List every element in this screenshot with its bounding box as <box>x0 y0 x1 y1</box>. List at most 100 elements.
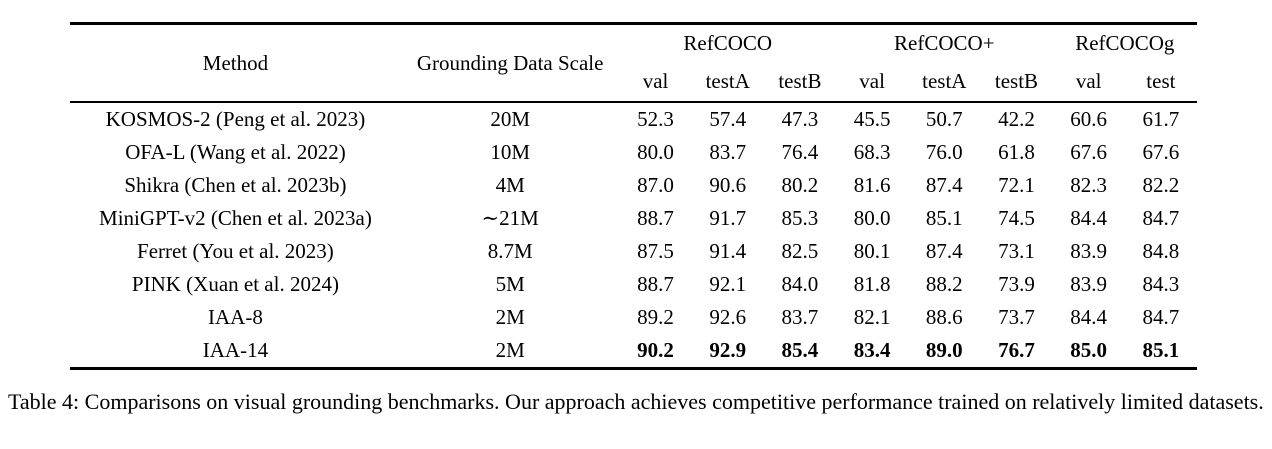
method-cell: IAA-8 <box>208 305 263 329</box>
value-cell: 67.6 <box>1142 140 1180 164</box>
value-cell: 73.9 <box>998 272 1035 296</box>
value-cell: 42.2 <box>998 107 1035 131</box>
scale-cell: 4M <box>495 173 525 197</box>
benchmark-table-wrap: Method Grounding Data Scale RefCOCO RefC… <box>70 22 1197 370</box>
value-cell: 87.4 <box>925 239 963 263</box>
value-cell: 72.1 <box>998 173 1035 197</box>
table-row: MiniGPT-v2 (Chen et al. 2023a) ∼21M 88.7 91… <box>70 202 1197 235</box>
subcolumn-header: testB <box>778 68 822 93</box>
method-cell: KOSMOS-2 (Peng et al. 2023) <box>105 107 366 131</box>
value-cell: 88.2 <box>925 272 963 296</box>
subcolumn-header: val <box>859 68 885 93</box>
value-cell: 76.0 <box>925 140 963 164</box>
group-header-refcoco: RefCOCO <box>683 30 773 55</box>
value-cell: 84.4 <box>1070 206 1108 230</box>
method-cell: IAA-14 <box>202 338 269 362</box>
value-cell: 85.1 <box>925 206 963 230</box>
method-cell: PINK (Xuan et al. 2024) <box>131 272 339 296</box>
table-row: IAA-8 2M 89.2 92.6 83.7 82.1 88.6 73.7 84.4 84.7 <box>70 301 1197 334</box>
value-cell: 80.0 <box>637 140 674 164</box>
value-cell: 84.7 <box>1142 305 1180 329</box>
scale-cell: 8.7M <box>487 239 533 263</box>
value-cell: 87.5 <box>637 239 674 263</box>
value-cell: 60.6 <box>1070 107 1108 131</box>
method-cell: MiniGPT-v2 (Chen et al. 2023a) <box>99 206 372 230</box>
value-cell: 67.6 <box>1070 140 1108 164</box>
scale-cell: 20M <box>490 107 530 131</box>
value-cell: 76.7 <box>998 338 1035 362</box>
table-row: Shikra (Chen et al. 2023b) 4M 87.0 90.6 80.2… <box>70 169 1197 202</box>
group-header-refcocog: RefCOCOg <box>1075 30 1175 55</box>
value-cell: 85.3 <box>781 206 819 230</box>
value-cell: 45.5 <box>853 107 891 131</box>
value-cell: 82.3 <box>1070 173 1108 197</box>
value-cell: 83.9 <box>1070 272 1108 296</box>
value-cell: 74.5 <box>998 206 1035 230</box>
table-row: Ferret (You et al. 2023) 8.7M 87.5 91.4 82.5… <box>70 235 1197 268</box>
benchmark-table: Method Grounding Data Scale RefCOCO RefC… <box>70 22 1197 370</box>
value-cell: 47.3 <box>781 107 819 131</box>
scale-cell: 2M <box>495 305 525 329</box>
value-cell: 61.7 <box>1142 107 1180 131</box>
value-cell: 85.1 <box>1142 338 1180 362</box>
subcolumn-header: val <box>1075 68 1102 93</box>
value-cell: 88.7 <box>637 272 674 296</box>
value-cell: 90.2 <box>637 338 674 362</box>
table-row: IAA-14 2M 90.2 92.9 85.4 83.4 89.0 76.7 85.0 85.1 <box>70 334 1197 369</box>
value-cell: 80.1 <box>853 239 891 263</box>
subcolumn-header: testA <box>705 68 750 93</box>
table-body: KOSMOS-2 (Peng et al. 2023) 20M 52.3 57.4 47… <box>70 102 1197 369</box>
value-cell: 80.0 <box>853 206 891 230</box>
value-cell: 52.3 <box>637 107 674 131</box>
value-cell: 82.2 <box>1142 173 1180 197</box>
scale-cell: 2M <box>495 338 525 362</box>
value-cell: 91.4 <box>709 239 747 263</box>
table-row: OFA-L (Wang et al. 2022) 10M 80.0 83.7 76.4 6… <box>70 136 1197 169</box>
value-cell: 83.4 <box>853 338 891 362</box>
value-cell: 73.1 <box>998 239 1035 263</box>
column-header-method: Method <box>202 50 269 75</box>
value-cell: 68.3 <box>853 140 891 164</box>
value-cell: 57.4 <box>709 107 747 131</box>
table-row: KOSMOS-2 (Peng et al. 2023) 20M 52.3 57.4 47… <box>70 102 1197 136</box>
value-cell: 76.4 <box>781 140 819 164</box>
value-cell: 82.5 <box>781 239 819 263</box>
subcolumn-header: testA <box>922 68 967 93</box>
value-cell: 91.7 <box>709 206 747 230</box>
value-cell: 50.7 <box>925 107 963 131</box>
value-cell: 92.9 <box>709 338 747 362</box>
subcolumn-header: val <box>642 68 669 93</box>
value-cell: 92.6 <box>709 305 747 329</box>
value-cell: 83.9 <box>1070 239 1108 263</box>
value-cell: 82.1 <box>853 305 891 329</box>
value-cell: 73.7 <box>998 305 1035 329</box>
group-header-refcoco-plus: RefCOCO+ <box>894 30 995 55</box>
value-cell: 92.1 <box>709 272 747 296</box>
value-cell: 85.0 <box>1070 338 1108 362</box>
scale-cell: ∼21M <box>481 206 539 230</box>
table-header: Method Grounding Data Scale RefCOCO RefC… <box>70 24 1197 102</box>
value-cell: 84.3 <box>1142 272 1180 296</box>
subcolumn-header: test <box>1146 68 1176 93</box>
value-cell: 80.2 <box>781 173 819 197</box>
method-cell: Shikra (Chen et al. 2023b) <box>124 173 347 197</box>
scale-cell: 5M <box>495 272 525 296</box>
table-caption: Table 4: Comparisons on visual grounding… <box>8 389 1264 414</box>
value-cell: 84.0 <box>781 272 819 296</box>
table-row: PINK (Xuan et al. 2024) 5M 88.7 92.1 84.0 81.… <box>70 268 1197 301</box>
scale-cell: 10M <box>490 140 530 164</box>
value-cell: 83.7 <box>709 140 747 164</box>
method-cell: Ferret (You et al. 2023) <box>137 239 334 263</box>
value-cell: 90.6 <box>709 173 747 197</box>
value-cell: 81.6 <box>853 173 891 197</box>
value-cell: 84.4 <box>1070 305 1108 329</box>
value-cell: 89.0 <box>925 338 963 362</box>
value-cell: 84.8 <box>1142 239 1180 263</box>
value-cell: 84.7 <box>1142 206 1180 230</box>
value-cell: 85.4 <box>781 338 819 362</box>
column-header-scale: Grounding Data Scale <box>416 50 604 75</box>
value-cell: 81.8 <box>853 272 891 296</box>
value-cell: 88.6 <box>925 305 963 329</box>
value-cell: 89.2 <box>637 305 674 329</box>
